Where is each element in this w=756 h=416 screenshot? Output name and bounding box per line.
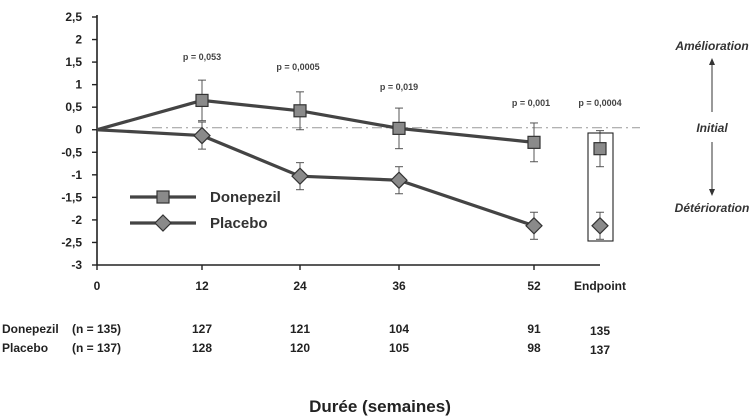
table-row-label: Placebo bbox=[2, 341, 48, 355]
p-value-label: p = 0,019 bbox=[380, 82, 418, 92]
table-cell: 120 bbox=[290, 341, 310, 355]
n-table: Donepezil (n = 135) 127 121 104 91 135 Placebo (… bbox=[2, 322, 610, 357]
p-value-label: p = 0,0004 bbox=[578, 98, 621, 108]
p-values: p = 0,053 p = 0,0005 p = 0,019 p = 0,001 p =… bbox=[183, 52, 622, 108]
y-tick-label: 0 bbox=[75, 123, 82, 137]
legend-marker-diamond bbox=[154, 214, 172, 232]
table-cell: 98 bbox=[527, 341, 541, 355]
legend-label: Placebo bbox=[210, 215, 268, 232]
data-point-diamond bbox=[390, 171, 408, 190]
side-label-bottom: Détérioration bbox=[675, 201, 750, 215]
y-tick-label: 2 bbox=[75, 33, 82, 47]
p-value-label: p = 0,0005 bbox=[276, 62, 319, 72]
y-tick-label: -3 bbox=[71, 258, 82, 272]
arrow-up-head bbox=[709, 58, 715, 65]
series-line bbox=[96, 98, 535, 144]
axes: 2,5 2 1,5 1 0,5 0 -0,5 -1 -1,5 -2 -2,5 -3 0 12 24 36 52 E… bbox=[61, 10, 626, 293]
table-cell: 91 bbox=[527, 322, 541, 336]
series-line bbox=[96, 128, 535, 228]
legend-marker-square bbox=[156, 190, 170, 204]
table-row-n: (n = 135) bbox=[72, 322, 121, 336]
data-point-diamond bbox=[525, 216, 543, 235]
table-row-n: (n = 137) bbox=[72, 341, 121, 355]
data-point-square bbox=[293, 104, 307, 118]
table-row-label: Donepezil bbox=[2, 322, 59, 336]
data-point-diamond bbox=[193, 126, 211, 145]
table-cell: 135 bbox=[590, 324, 610, 338]
y-tick-label: -2 bbox=[71, 213, 82, 227]
x-tick-label: 36 bbox=[392, 279, 406, 293]
side-label-middle: Initial bbox=[696, 121, 728, 135]
x-tick-label: 24 bbox=[293, 279, 307, 293]
endpoint-box bbox=[587, 132, 614, 242]
legend-label: Donepezil bbox=[210, 189, 281, 206]
table-cell: 128 bbox=[192, 341, 212, 355]
p-value-label: p = 0,053 bbox=[183, 52, 221, 62]
table-cell: 105 bbox=[389, 341, 409, 355]
y-tick-label: 1 bbox=[75, 78, 82, 92]
y-tick-label: -1 bbox=[71, 168, 82, 182]
y-tick-label: -0,5 bbox=[61, 145, 82, 159]
p-value-label: p = 0,001 bbox=[512, 98, 550, 108]
x-tick-label: Endpoint bbox=[574, 279, 626, 293]
series-placebo bbox=[96, 121, 609, 240]
x-tick-label: 0 bbox=[94, 279, 101, 293]
table-cell: 127 bbox=[192, 322, 212, 336]
legend: Donepezil Placebo bbox=[130, 189, 281, 232]
y-tick-label: 1,5 bbox=[65, 55, 82, 69]
table-cell: 104 bbox=[389, 322, 409, 336]
y-tick-label: 2,5 bbox=[65, 10, 82, 24]
data-point-square bbox=[195, 93, 209, 108]
table-cell: 137 bbox=[590, 343, 610, 357]
y-tick-label: -2,5 bbox=[61, 235, 82, 249]
x-axis-label: Durée (semaines) bbox=[309, 397, 451, 416]
data-point-square bbox=[527, 135, 541, 149]
side-labels: Amélioration Initial Détérioration bbox=[674, 39, 749, 215]
y-tick-label: 0,5 bbox=[65, 100, 82, 114]
arrow-down-head bbox=[709, 189, 715, 196]
series-group bbox=[96, 79, 614, 242]
y-tick-label: -1,5 bbox=[61, 190, 82, 204]
side-label-top: Amélioration bbox=[674, 39, 748, 53]
x-tick-label: 52 bbox=[527, 279, 541, 293]
data-point-diamond bbox=[291, 167, 309, 186]
series-donepezil bbox=[96, 79, 607, 168]
data-point-square bbox=[593, 142, 607, 156]
table-cell: 121 bbox=[290, 322, 310, 336]
data-point-diamond bbox=[591, 216, 609, 235]
data-point-square bbox=[392, 121, 406, 135]
x-tick-label: 12 bbox=[195, 279, 209, 293]
